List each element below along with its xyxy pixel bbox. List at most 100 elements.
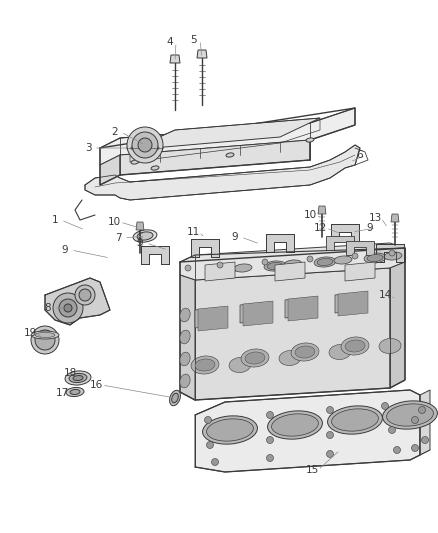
- Text: 9: 9: [231, 232, 238, 242]
- Text: 1: 1: [52, 215, 58, 225]
- Text: 18: 18: [63, 368, 77, 378]
- Text: 17: 17: [55, 388, 68, 398]
- Ellipse shape: [180, 330, 190, 344]
- Circle shape: [31, 326, 59, 354]
- Ellipse shape: [279, 351, 300, 366]
- Ellipse shape: [127, 142, 162, 154]
- Ellipse shape: [271, 414, 318, 436]
- Circle shape: [132, 132, 158, 158]
- Polygon shape: [337, 291, 367, 316]
- Polygon shape: [274, 262, 304, 281]
- Ellipse shape: [331, 409, 378, 431]
- Circle shape: [127, 127, 162, 163]
- Text: 14: 14: [378, 290, 391, 300]
- Ellipse shape: [378, 338, 400, 353]
- Ellipse shape: [383, 252, 401, 260]
- Ellipse shape: [327, 406, 381, 434]
- Ellipse shape: [316, 259, 332, 265]
- Polygon shape: [194, 268, 389, 400]
- Circle shape: [206, 441, 213, 448]
- Ellipse shape: [66, 387, 84, 397]
- Polygon shape: [194, 390, 419, 472]
- Text: 11: 11: [186, 227, 199, 237]
- Polygon shape: [334, 292, 364, 313]
- Polygon shape: [141, 246, 169, 264]
- Circle shape: [59, 299, 77, 317]
- Circle shape: [420, 437, 427, 443]
- Ellipse shape: [202, 416, 257, 444]
- Text: 8: 8: [45, 303, 51, 313]
- Ellipse shape: [65, 371, 91, 385]
- Polygon shape: [85, 145, 359, 200]
- Ellipse shape: [386, 404, 432, 426]
- Circle shape: [392, 447, 399, 454]
- Ellipse shape: [35, 333, 55, 337]
- Polygon shape: [197, 50, 207, 58]
- Ellipse shape: [69, 374, 87, 383]
- Polygon shape: [419, 390, 429, 455]
- Circle shape: [306, 256, 312, 262]
- Circle shape: [326, 450, 333, 457]
- Circle shape: [326, 407, 333, 414]
- Polygon shape: [120, 140, 309, 175]
- Circle shape: [326, 432, 333, 439]
- Polygon shape: [345, 241, 373, 255]
- Text: 15: 15: [305, 465, 318, 475]
- Circle shape: [261, 259, 267, 265]
- Ellipse shape: [131, 160, 139, 164]
- Polygon shape: [191, 239, 219, 257]
- Ellipse shape: [226, 153, 233, 157]
- Text: 9: 9: [136, 238, 143, 248]
- Circle shape: [211, 458, 218, 465]
- Ellipse shape: [240, 349, 268, 367]
- Ellipse shape: [73, 375, 83, 381]
- Ellipse shape: [70, 390, 80, 394]
- Ellipse shape: [229, 358, 251, 373]
- Ellipse shape: [171, 393, 178, 403]
- Ellipse shape: [233, 264, 251, 272]
- Ellipse shape: [267, 411, 321, 439]
- Circle shape: [79, 289, 91, 301]
- Circle shape: [138, 138, 152, 152]
- Text: 16: 16: [89, 380, 102, 390]
- Ellipse shape: [313, 257, 335, 267]
- Text: 13: 13: [367, 213, 381, 223]
- Polygon shape: [390, 214, 398, 222]
- Text: 19: 19: [23, 328, 36, 338]
- Ellipse shape: [137, 232, 152, 240]
- Circle shape: [266, 437, 273, 443]
- Text: 2: 2: [111, 127, 118, 137]
- Ellipse shape: [151, 166, 159, 170]
- Ellipse shape: [366, 254, 382, 262]
- Polygon shape: [265, 234, 293, 252]
- Polygon shape: [180, 243, 404, 280]
- Ellipse shape: [340, 337, 368, 355]
- Circle shape: [266, 455, 273, 462]
- Circle shape: [204, 416, 211, 424]
- Ellipse shape: [191, 356, 219, 374]
- Circle shape: [64, 304, 72, 312]
- Ellipse shape: [214, 265, 236, 275]
- Polygon shape: [330, 224, 358, 242]
- Ellipse shape: [381, 401, 436, 429]
- Circle shape: [266, 411, 273, 418]
- Polygon shape: [287, 296, 317, 321]
- Circle shape: [417, 407, 424, 414]
- Ellipse shape: [180, 308, 190, 322]
- Text: 10: 10: [107, 217, 120, 227]
- Ellipse shape: [283, 260, 301, 268]
- Circle shape: [410, 416, 417, 424]
- Ellipse shape: [131, 144, 159, 152]
- Circle shape: [388, 426, 395, 433]
- Circle shape: [216, 262, 223, 268]
- Polygon shape: [170, 55, 180, 63]
- Polygon shape: [180, 275, 194, 400]
- Ellipse shape: [344, 340, 364, 352]
- Polygon shape: [325, 236, 353, 250]
- Text: 9: 9: [62, 245, 68, 255]
- Polygon shape: [198, 306, 227, 331]
- Text: 3: 3: [85, 143, 91, 153]
- Polygon shape: [344, 262, 374, 281]
- Ellipse shape: [363, 253, 385, 263]
- Polygon shape: [284, 297, 314, 318]
